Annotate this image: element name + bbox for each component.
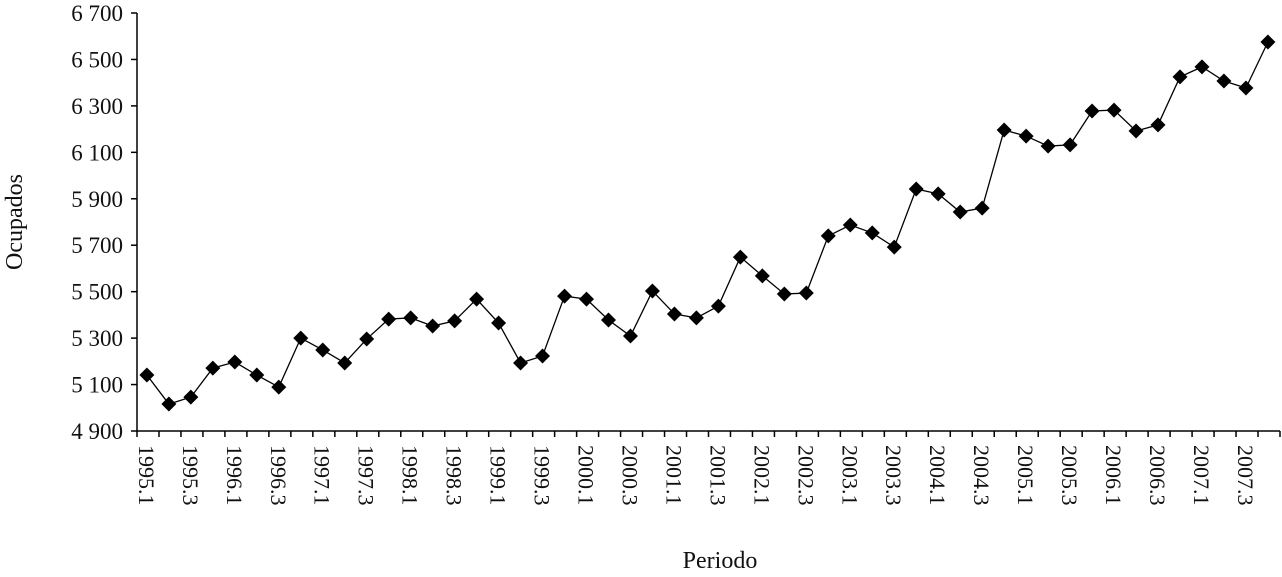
data-point-marker [205, 360, 221, 376]
data-point-marker [139, 367, 155, 383]
y-tick-label: 5 500 [71, 280, 123, 305]
data-point-marker [842, 217, 858, 233]
data-point-marker [952, 204, 968, 220]
y-tick-label: 6 100 [71, 140, 123, 165]
data-point-marker [271, 379, 287, 395]
x-tick-label: 2000.1 [574, 445, 599, 506]
data-point-marker [359, 331, 375, 347]
x-tick-label: 2005.3 [1057, 445, 1082, 506]
x-tick-label: 2006.1 [1101, 445, 1126, 506]
data-point-marker [183, 389, 199, 405]
data-point-marker [227, 354, 243, 370]
data-point-marker [666, 306, 682, 322]
data-point-marker [1216, 73, 1232, 89]
x-axis-ticks: 1995.1 1995.3 1996.1 1996.3 1997.1 1997.3 1998… [134, 431, 1281, 506]
data-point-marker [337, 355, 353, 371]
data-point-marker [249, 367, 265, 383]
data-point-marker [1150, 117, 1166, 133]
data-point-marker [381, 311, 397, 327]
data-point-marker [293, 330, 309, 346]
x-tick-label: 2003.3 [881, 445, 906, 506]
data-point-marker [996, 122, 1012, 138]
x-tick-label: 2002.3 [793, 445, 818, 506]
data-point-marker [974, 200, 990, 216]
y-tick-label: 6 700 [71, 1, 123, 26]
data-point-marker [1194, 59, 1210, 75]
data-point-marker [447, 313, 463, 329]
data-point-marker [864, 225, 880, 241]
y-tick-label: 5 900 [71, 187, 123, 212]
data-point-marker [1062, 137, 1078, 153]
x-tick-label: 1999.3 [530, 445, 555, 506]
x-tick-label: 1998.3 [442, 445, 467, 506]
data-point-marker [1018, 128, 1034, 144]
x-tick-label: 2007.1 [1189, 445, 1214, 506]
data-point-marker [579, 291, 595, 307]
data-point-marker [622, 328, 638, 344]
data-point-marker [161, 396, 177, 412]
data-point-marker [930, 186, 946, 202]
data-point-marker [1084, 103, 1100, 119]
x-tick-label: 1998.1 [398, 445, 423, 506]
series-line [146, 41, 1269, 405]
data-point-marker [557, 288, 573, 304]
data-point-marker [403, 310, 419, 326]
data-point-marker [886, 239, 902, 255]
x-tick-label: 2003.1 [837, 445, 862, 506]
x-tick-label: 1996.3 [266, 445, 291, 506]
data-point-marker [491, 315, 507, 331]
y-tick-label: 6 300 [71, 94, 123, 119]
y-axis-label: Ocupados [2, 174, 28, 270]
x-tick-label: 1999.1 [486, 445, 511, 506]
x-tick-label: 1995.3 [178, 445, 203, 506]
data-point-marker [600, 312, 616, 328]
x-tick-label: 1997.1 [310, 445, 335, 506]
data-point-marker [820, 228, 836, 244]
data-point-marker [315, 342, 331, 358]
data-point-marker [644, 283, 660, 299]
data-point-marker [535, 348, 551, 364]
data-point-marker [908, 181, 924, 197]
data-point-marker [688, 310, 704, 326]
x-tick-label: 2004.3 [969, 445, 994, 506]
x-axis-label: Periodo [683, 548, 758, 572]
data-point-marker [1172, 69, 1188, 85]
data-point-marker [1128, 123, 1144, 139]
x-tick-label: 1995.1 [134, 445, 159, 506]
x-tick-label: 2002.1 [749, 445, 774, 506]
x-tick-label: 2007.3 [1233, 445, 1258, 506]
x-tick-label: 2004.1 [925, 445, 950, 506]
data-point-marker [425, 318, 441, 334]
data-point-marker [798, 285, 814, 301]
data-point-marker [710, 298, 726, 314]
y-tick-label: 4 900 [71, 419, 123, 444]
y-tick-label: 5 700 [71, 233, 123, 258]
data-point-marker [754, 268, 770, 284]
y-tick-label: 5 100 [71, 373, 123, 398]
data-point-marker [1260, 34, 1276, 50]
x-tick-label: 2005.1 [1013, 445, 1038, 506]
data-point-marker [1040, 138, 1056, 154]
y-axis-ticks: 4 900 5 100 5 300 5 500 5 700 5 900 6 100 6 300… [71, 1, 137, 444]
data-point-marker [1106, 102, 1122, 118]
x-tick-label: 2006.3 [1145, 445, 1170, 506]
data-point-marker [732, 249, 748, 265]
series-ocupados [139, 34, 1276, 412]
y-tick-label: 5 300 [71, 326, 123, 351]
data-point-marker [1238, 80, 1254, 96]
y-tick-label: 6 500 [71, 47, 123, 72]
x-tick-label: 1997.3 [354, 445, 379, 506]
axes [136, 13, 1280, 432]
x-tick-label: 2000.3 [617, 445, 642, 506]
data-point-marker [513, 355, 529, 371]
x-tick-label: 2001.1 [661, 445, 686, 506]
x-tick-label: 1996.1 [222, 445, 247, 506]
data-point-marker [469, 291, 485, 307]
data-point-marker [776, 286, 792, 302]
x-tick-label: 2001.3 [705, 445, 730, 506]
